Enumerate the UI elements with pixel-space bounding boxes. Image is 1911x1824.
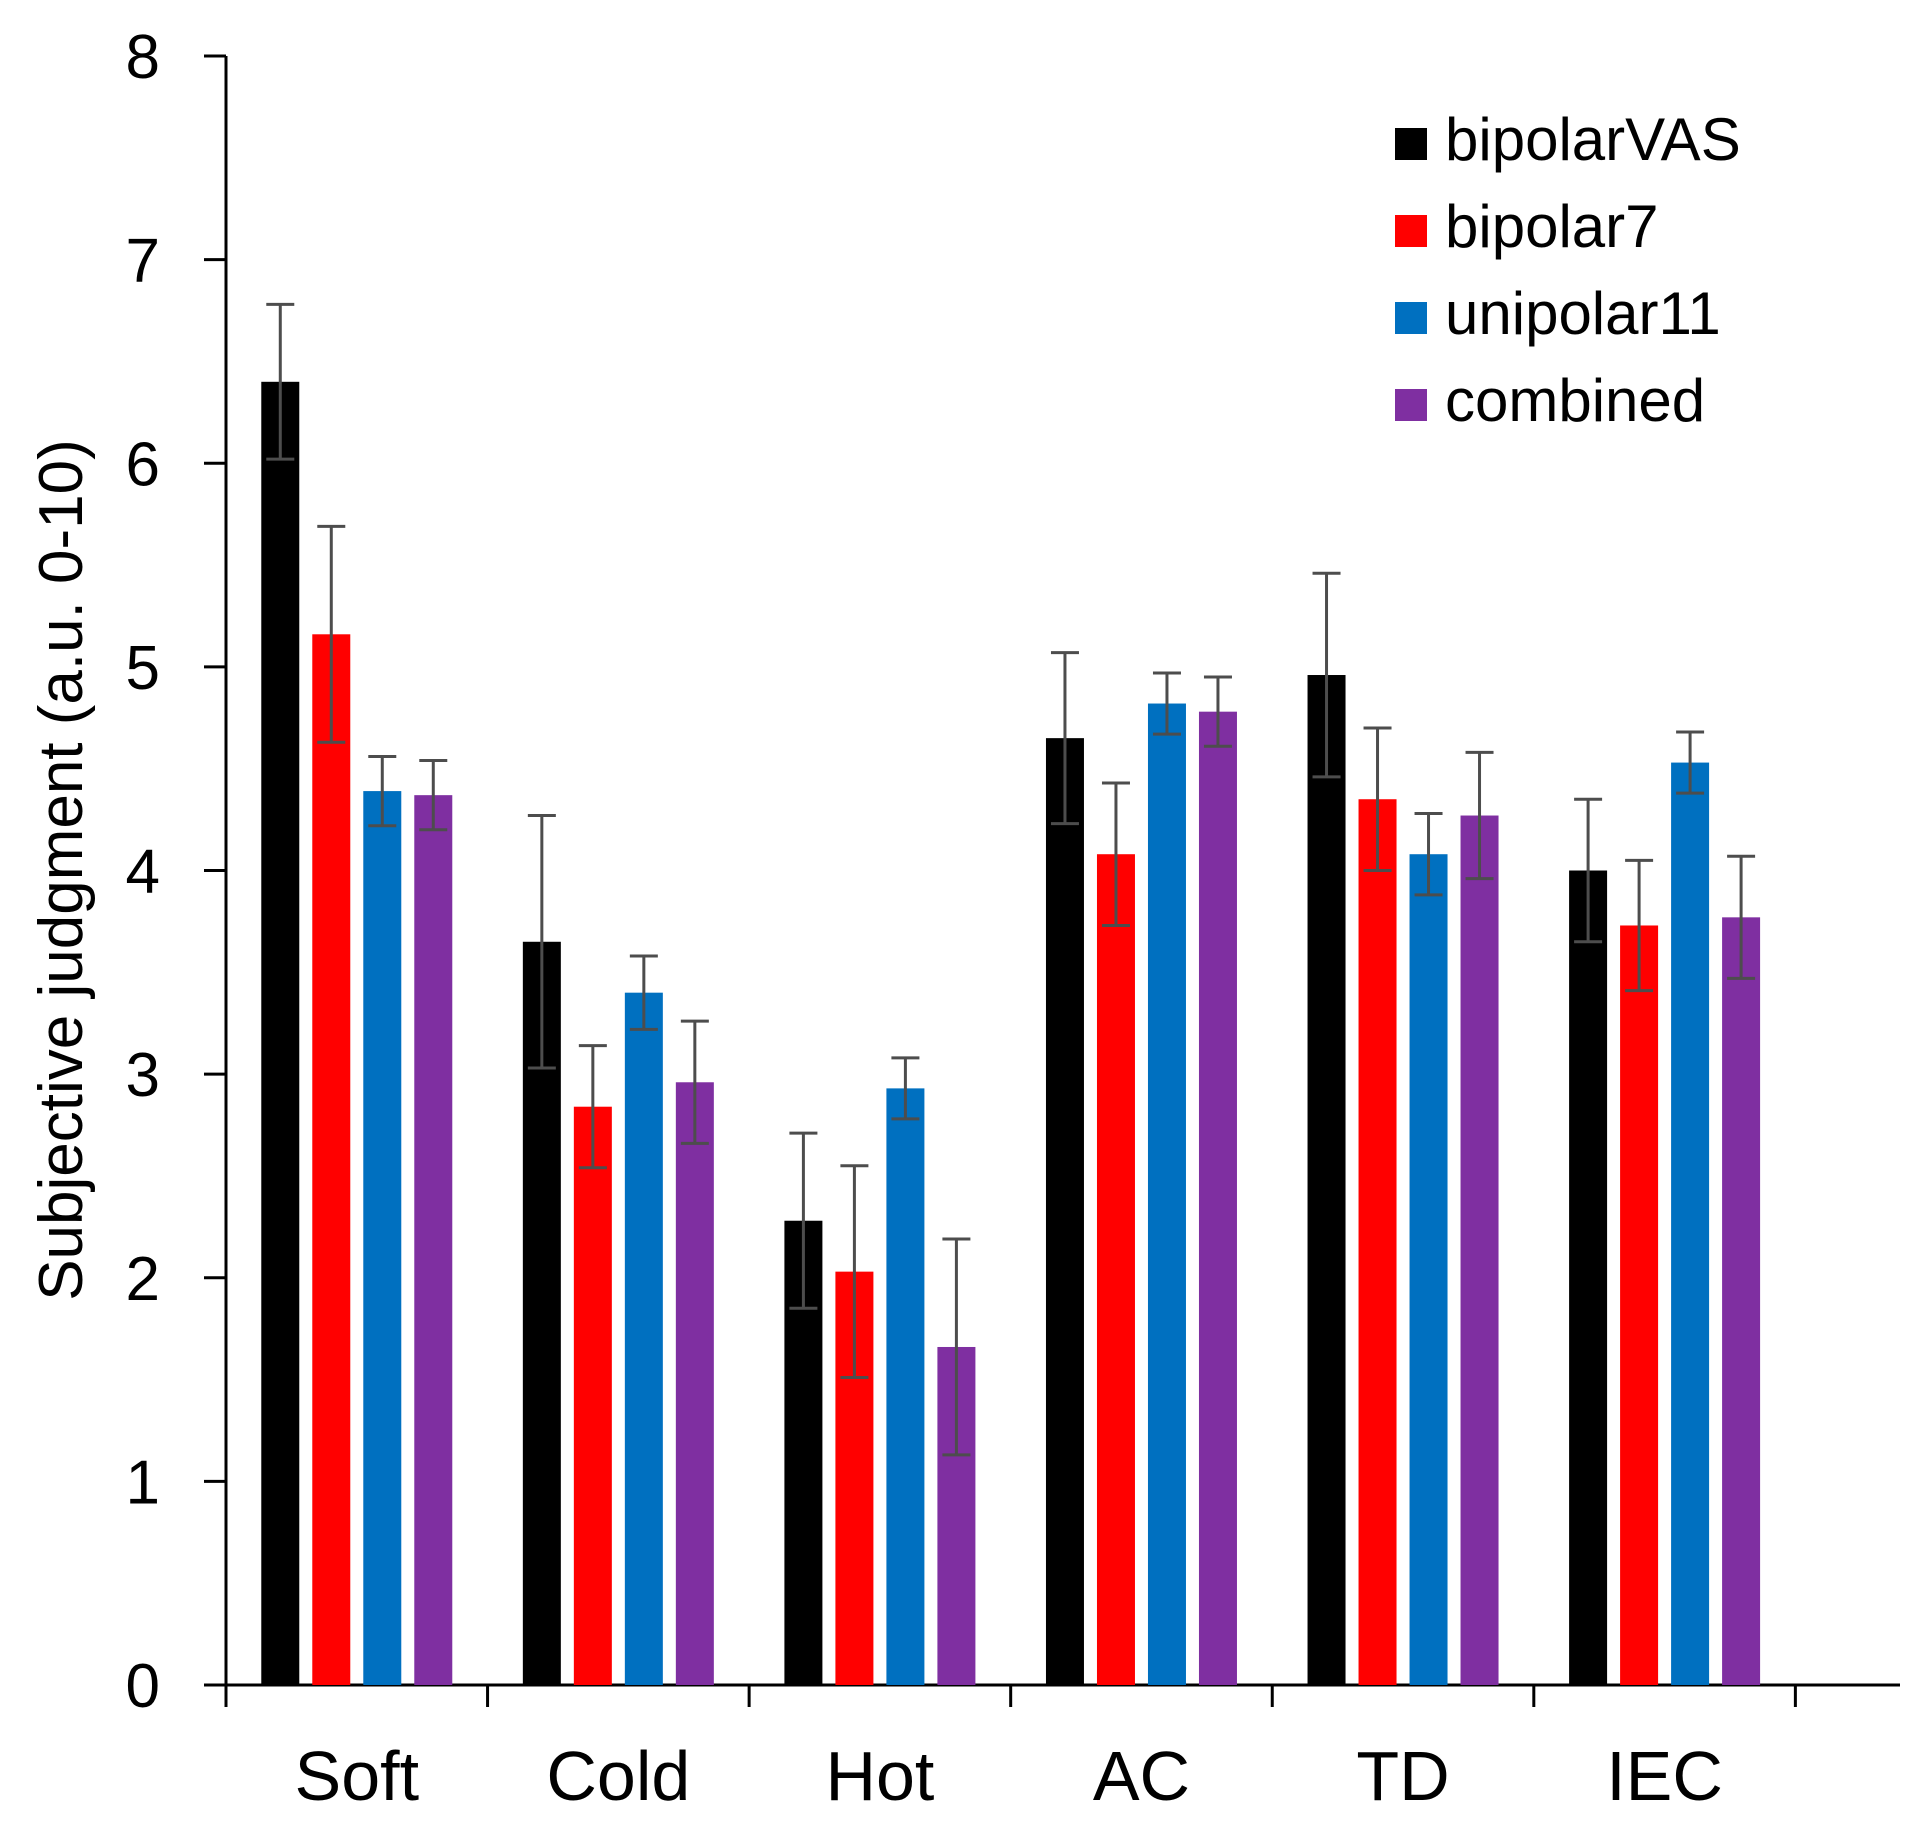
legend-swatch-bipolarVAS — [1395, 128, 1427, 160]
bar-bipolarVAS-soft — [261, 381, 300, 1685]
legend-label-unipolar11: unipolar11 — [1445, 280, 1721, 347]
bar-combined-ac — [1198, 711, 1237, 1685]
bar-combined-td — [1460, 815, 1499, 1685]
bar-combined-soft — [414, 795, 453, 1685]
bar-unipolar11-hot — [886, 1088, 925, 1685]
x-category-label: TD — [1356, 1737, 1449, 1815]
bar-bipolarVAS-td — [1307, 675, 1346, 1685]
bar-unipolar11-soft — [363, 791, 402, 1685]
bar-bipolar7-td — [1358, 799, 1397, 1685]
y-tick-label: 6 — [126, 430, 160, 499]
x-category-label: Soft — [295, 1737, 420, 1815]
x-category-label: Cold — [546, 1737, 690, 1815]
legend-label-combined: combined — [1445, 367, 1705, 434]
bar-unipolar11-iec — [1671, 762, 1710, 1685]
bar-bipolar7-soft — [312, 634, 351, 1686]
bar-combined-cold — [675, 1082, 714, 1685]
legend-swatch-bipolar7 — [1395, 215, 1427, 247]
legend-swatch-combined — [1395, 389, 1427, 421]
bar-unipolar11-cold — [624, 992, 663, 1685]
y-ticks: 0 1 2 3 4 5 6 7 8 — [126, 23, 226, 1721]
y-tick-label: 1 — [126, 1448, 160, 1517]
x-ticks: Soft Cold Hot AC TD IEC — [224, 1685, 1797, 1815]
y-tick-label: 0 — [126, 1652, 160, 1721]
error-bars — [266, 302, 1756, 1457]
y-tick-label: 4 — [126, 838, 160, 907]
bar-unipolar11-ac — [1147, 703, 1186, 1685]
bar-unipolar11-td — [1409, 854, 1448, 1685]
legend-label-bipolarVAS: bipolarVAS — [1445, 106, 1741, 173]
y-axis-title: Subjective judgment (a.u. 0-10) — [27, 439, 96, 1301]
bar-bipolar7-iec — [1620, 925, 1659, 1685]
bars — [261, 381, 1761, 1686]
y-tick-label: 2 — [126, 1245, 160, 1314]
legend: bipolarVAS bipolar7 unipolar11 combined — [1395, 106, 1741, 434]
x-category-label: IEC — [1606, 1737, 1723, 1815]
y-tick-label: 3 — [126, 1041, 160, 1110]
y-tick-label: 5 — [126, 634, 160, 703]
x-category-label: Hot — [825, 1737, 934, 1815]
bar-bipolar7-ac — [1096, 854, 1135, 1685]
bar-bipolar7-cold — [573, 1106, 612, 1685]
y-tick-label: 8 — [126, 23, 160, 92]
x-category-label: AC — [1093, 1737, 1190, 1815]
bar-bipolarVAS-iec — [1569, 870, 1608, 1685]
y-tick-label: 7 — [126, 227, 160, 296]
legend-label-bipolar7: bipolar7 — [1445, 193, 1659, 260]
legend-swatch-unipolar11 — [1395, 302, 1427, 334]
bar-bipolarVAS-ac — [1045, 738, 1084, 1685]
bar-combined-iec — [1722, 917, 1761, 1685]
